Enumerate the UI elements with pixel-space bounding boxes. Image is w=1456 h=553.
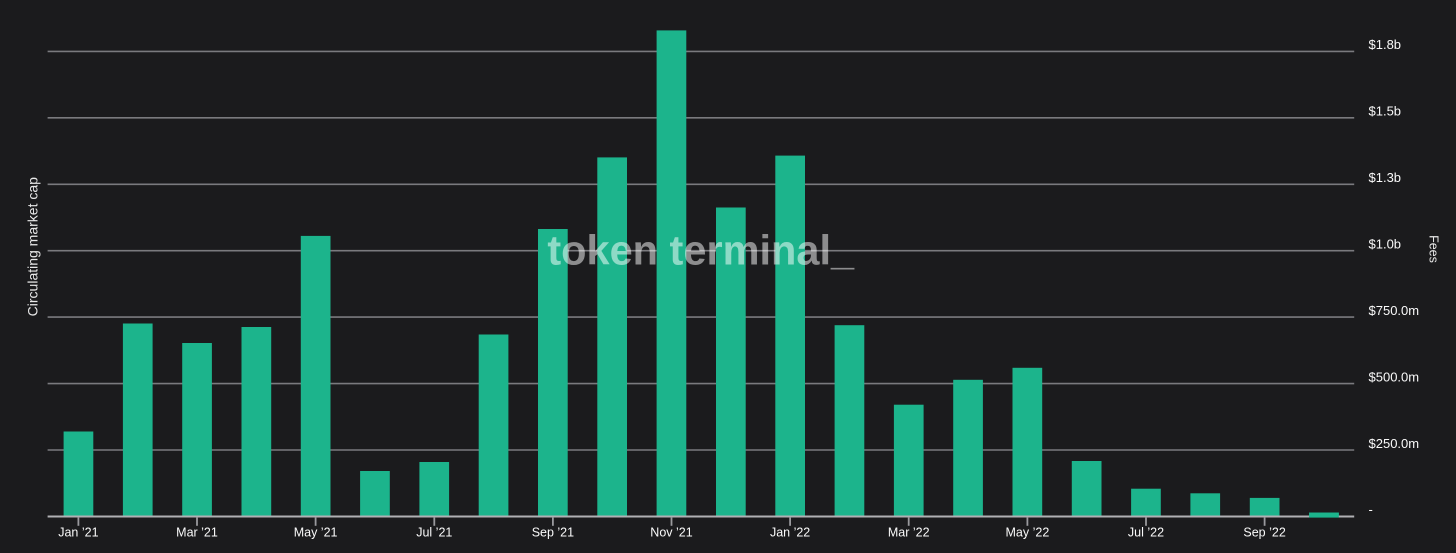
svg-text:Nov ’21: Nov ’21 [650,525,692,539]
svg-text:Jul ’22: Jul ’22 [1128,525,1164,539]
svg-text:$1.5b: $1.5b [1369,104,1402,119]
svg-text:Jan ’22: Jan ’22 [770,525,810,539]
svg-text:Jan ’21: Jan ’21 [58,525,98,539]
svg-text:Sep ’21: Sep ’21 [532,525,574,539]
svg-text:$500.0m: $500.0m [1369,369,1420,384]
svg-text:token terminal_: token terminal_ [547,227,855,274]
svg-text:Fees: Fees [1427,235,1441,263]
svg-text:$750.0m: $750.0m [1369,303,1420,318]
svg-text:Sep ’22: Sep ’22 [1243,525,1285,539]
svg-text:$1.0b: $1.0b [1369,237,1402,252]
svg-text:$1.8b: $1.8b [1369,37,1402,52]
svg-text:-: - [1369,502,1373,517]
svg-text:Circulating market cap: Circulating market cap [25,177,41,316]
svg-text:May ’21: May ’21 [294,525,338,539]
svg-text:$250.0m: $250.0m [1369,436,1420,451]
svg-text:Mar ’21: Mar ’21 [176,525,218,539]
svg-text:May ’22: May ’22 [1006,525,1050,539]
svg-text:Mar ’22: Mar ’22 [888,525,930,539]
svg-text:Jul ’21: Jul ’21 [416,525,452,539]
svg-text:$1.3b: $1.3b [1369,170,1402,185]
